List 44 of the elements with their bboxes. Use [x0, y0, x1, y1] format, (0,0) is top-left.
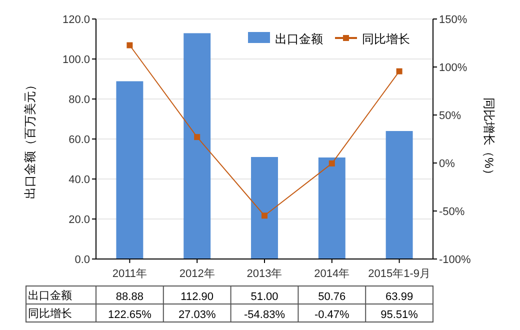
data-label: -54.83%: [244, 309, 286, 321]
legend-label: 同比增长: [362, 32, 410, 46]
x-tick-label: 2013年: [246, 268, 282, 280]
y-tick-label: 40.0: [68, 174, 90, 186]
x-tick-label: 2014年: [314, 268, 350, 280]
y-axis-title: 出口金额（百万美元）: [23, 79, 37, 199]
y2-tick-label: 50%: [439, 110, 462, 122]
y2-tick-label: -50%: [439, 206, 465, 218]
point: [194, 134, 200, 140]
data-label: 27.03%: [178, 309, 216, 321]
data-label: 122.65%: [108, 309, 152, 321]
point: [262, 212, 268, 219]
y2-tick-label: -100%: [439, 254, 472, 266]
text: 出口金额: [28, 290, 72, 302]
y2-tick-label: 150%: [439, 14, 468, 26]
y-tick-label: 80.0: [68, 94, 90, 106]
bar: [116, 81, 144, 259]
y-tick-label: 20.0: [68, 214, 90, 226]
point: [328, 160, 335, 166]
text: 同比增长: [28, 308, 72, 320]
bar: [251, 157, 278, 259]
legend-label: 出口金额: [275, 32, 323, 46]
data-label: 112.90: [180, 291, 214, 303]
y2-tick-label: 0%: [439, 158, 456, 170]
x-tick-label: 2011年: [112, 268, 148, 280]
point: [396, 68, 402, 74]
data-label: 51.00: [250, 291, 278, 303]
y-tick-label: 100.0: [62, 54, 90, 66]
data-label: 50.76: [318, 291, 346, 303]
data-label: -0.47%: [314, 309, 350, 321]
y-tick-label: 0.0: [74, 254, 90, 266]
data-label: 63.99: [386, 291, 414, 303]
bar: [386, 131, 413, 259]
y-tick-label: 120.0: [62, 14, 90, 26]
y2-tick-label: 100%: [439, 62, 468, 74]
point: [126, 42, 133, 48]
bar: [318, 157, 346, 259]
data-label: 95.51%: [380, 309, 418, 321]
y2-axis-title: 同比增长（%）: [482, 98, 496, 180]
data-label: 88.88: [116, 291, 144, 303]
x-tick-label: 2015年1-9月: [368, 268, 430, 280]
bar: [184, 33, 211, 259]
x-tick-label: 2012年: [179, 268, 215, 280]
y-tick-label: 60.0: [68, 134, 90, 146]
